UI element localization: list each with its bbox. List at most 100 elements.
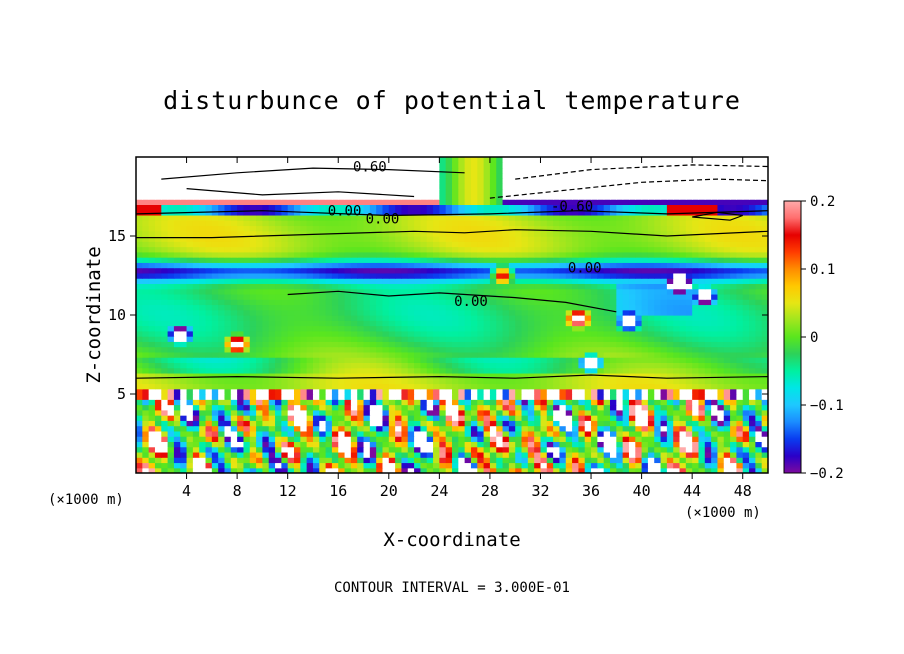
heatmap-cell [148,267,156,274]
heatmap-cell [275,441,282,448]
heatmap-cell [426,236,434,242]
heatmap-cell [256,451,263,458]
heatmap-cell [654,336,662,342]
heatmap-cell [173,246,181,253]
heatmap-cell [559,336,567,342]
heatmap-cell [230,236,238,242]
heatmap-cell [243,457,251,464]
heatmap-cell [205,346,213,353]
heatmap-cell [730,293,737,300]
heatmap-cell [502,399,510,406]
heatmap-cell [483,236,491,242]
heatmap-cell [325,246,333,253]
heatmap-cell [319,225,327,232]
heatmap-cell [382,341,390,348]
heatmap-cell [502,251,510,258]
heatmap-cell [666,220,674,227]
heatmap-cell [154,251,162,258]
heatmap-cell [572,394,579,400]
heatmap-cell [496,272,504,279]
heatmap-cell [262,241,270,248]
heatmap-cell [692,425,700,432]
heatmap-cell [218,441,226,448]
heatmap-cell [603,236,611,242]
heatmap-cell [230,362,238,369]
heatmap-cell [565,257,573,263]
heatmap-cell [376,278,384,284]
heatmap-cell [439,241,447,248]
heatmap-cell [546,462,554,469]
heatmap-cell [470,388,478,395]
heatmap-cell [205,214,213,221]
heatmap-cell [628,399,636,406]
heatmap-cell [742,404,750,411]
heatmap-cell [312,225,320,232]
heatmap-cell [211,351,219,358]
heatmap-cell [755,214,763,221]
heatmap-cell [736,299,744,306]
heatmap-cell [249,451,257,458]
heatmap-cell [477,220,485,227]
heatmap-cell [584,409,592,416]
heatmap-cell [312,272,320,279]
heatmap-cell [344,451,352,458]
heatmap-cell [489,304,497,311]
heatmap-cell [502,267,510,274]
heatmap-cell [711,394,719,400]
heatmap-cell [237,436,245,442]
heatmap-cell [483,246,491,253]
heatmap-cell [199,230,207,237]
heatmap-cell [458,399,466,406]
heatmap-cell [426,330,434,337]
heatmap-cell [148,457,156,464]
heatmap-cell [439,346,447,353]
heatmap-cell [559,230,567,237]
heatmap-cell [433,362,440,369]
heatmap-cell [477,288,485,295]
heatmap-cell [407,367,415,374]
heatmap-cell [565,214,573,221]
heatmap-cell [464,251,472,258]
heatmap-cell [515,467,523,473]
heatmap-cell [142,467,150,473]
heatmap-cell [414,404,421,411]
heatmap-cell [521,404,529,411]
heatmap-cell [224,404,232,411]
heatmap-cell [717,320,725,327]
heatmap-cell [717,214,725,221]
heatmap-cell [173,425,181,432]
heatmap-cell [243,420,251,427]
heatmap-cell [243,378,251,385]
heatmap-cell [508,394,516,400]
heatmap-cell [211,457,219,464]
heatmap-cell [673,462,681,469]
heatmap-cell [597,283,605,290]
heatmap-cell [319,278,327,284]
heatmap-cell [218,388,226,395]
heatmap-cell [591,220,598,227]
heatmap-cell [237,399,245,406]
heatmap-cell [186,251,194,258]
heatmap-cell [521,241,529,248]
heatmap-cell [136,288,143,295]
heatmap-cell [243,257,251,263]
heatmap-cell [224,399,232,406]
heatmap-cell [470,241,478,248]
heatmap-cell [591,372,598,379]
heatmap-cell [154,357,162,363]
heatmap-cell [275,394,282,400]
heatmap-cell [584,288,592,295]
heatmap-cell [294,320,301,327]
heatmap-cell [161,378,169,385]
heatmap-cell [268,241,276,248]
heatmap-cell [616,288,624,295]
heatmap-cell [395,257,403,263]
heatmap-cell [546,246,554,253]
heatmap-cell [755,283,763,290]
heatmap-cell [230,457,238,464]
heatmap-cell [256,251,263,258]
heatmap-cell [616,388,624,395]
heatmap-cell [502,346,510,353]
heatmap-cell [300,325,308,332]
heatmap-cell [186,399,194,406]
